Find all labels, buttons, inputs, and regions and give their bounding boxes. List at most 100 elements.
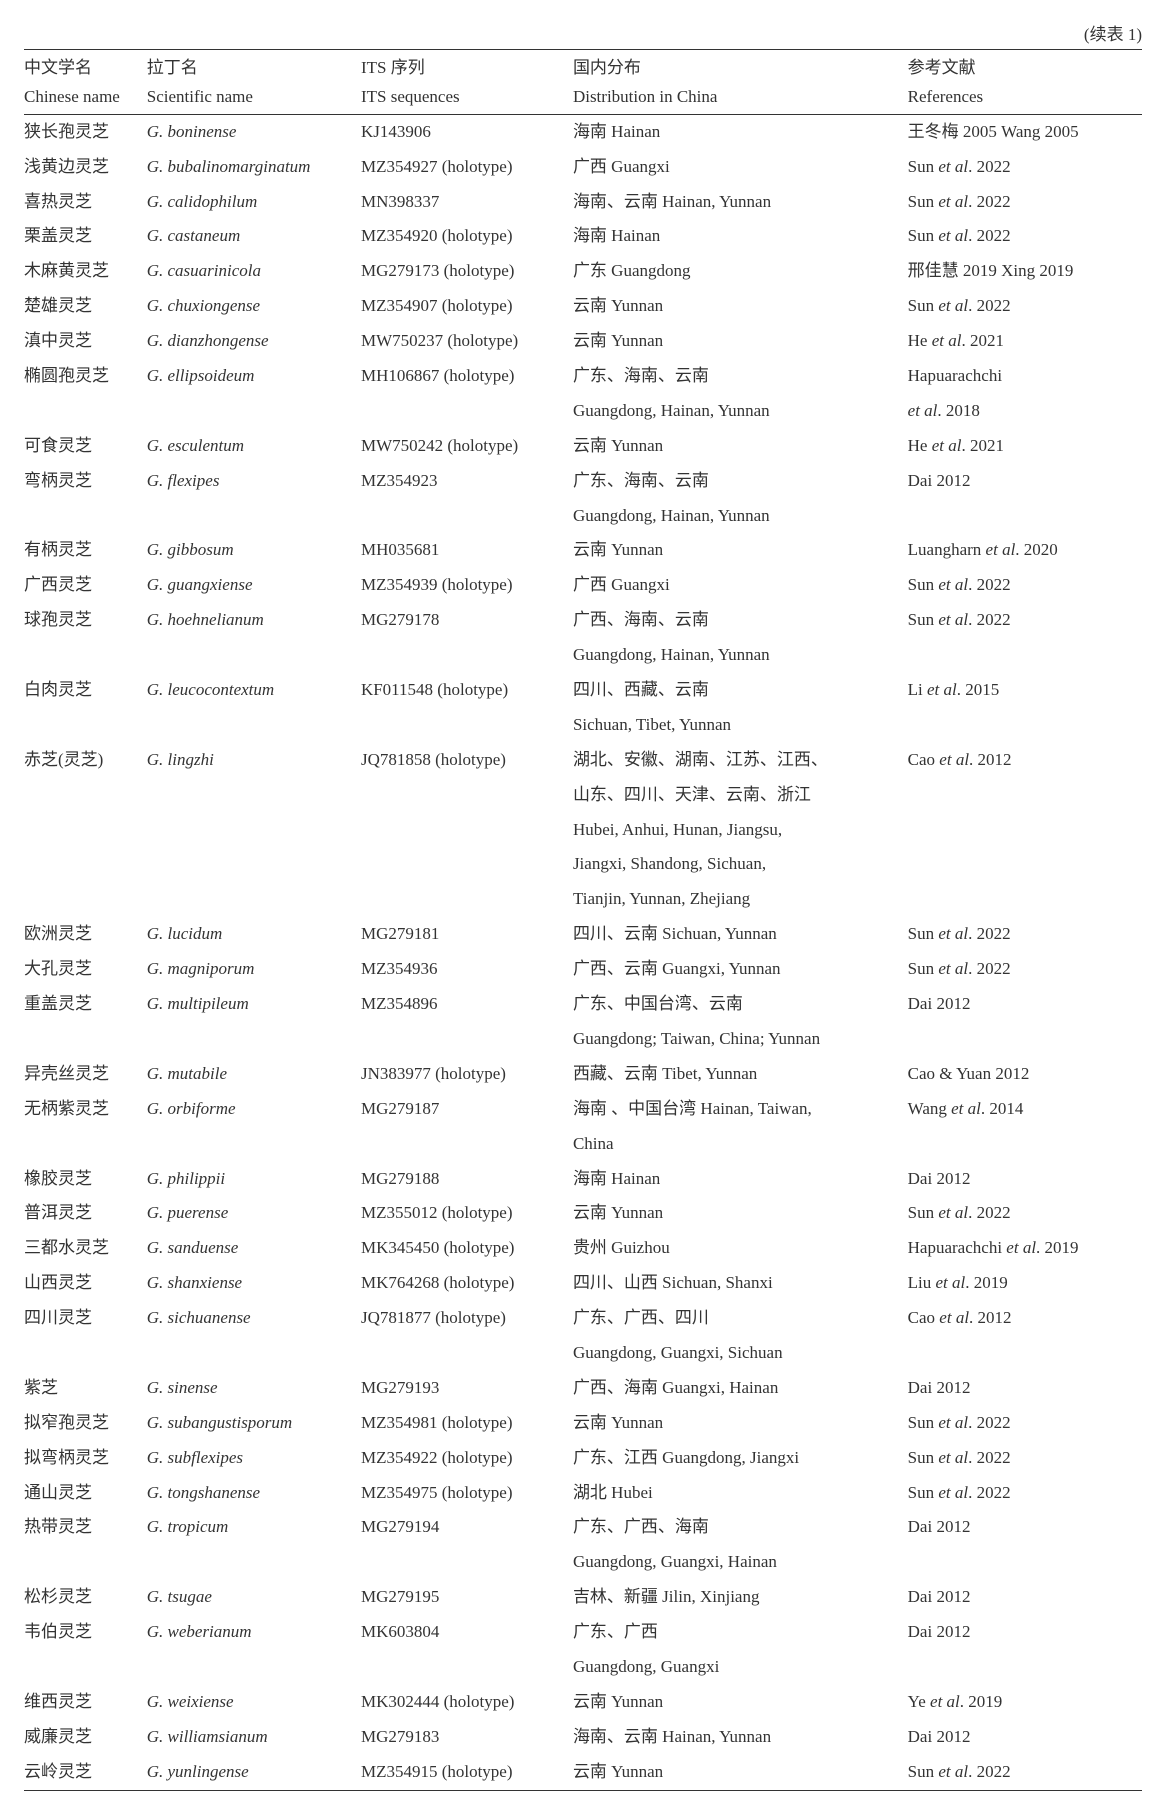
cell-scientific-name: G. mutabile	[147, 1057, 361, 1092]
cell-reference: Dai 2012	[908, 464, 1142, 534]
cell-scientific-name: G. yunlingense	[147, 1755, 361, 1790]
cell-chinese-name: 韦伯灵芝	[24, 1615, 147, 1685]
cell-scientific-name: G. boninense	[147, 114, 361, 149]
cell-its-sequence: MG279194	[361, 1510, 573, 1580]
cell-reference: Ye et al. 2019	[908, 1685, 1142, 1720]
header-its-sequences: ITS 序列ITS sequences	[361, 50, 573, 115]
cell-its-sequence: MG279173 (holotype)	[361, 254, 573, 289]
table-row: 威廉灵芝G. williamsianumMG279183海南、云南 Hainan…	[24, 1720, 1142, 1755]
table-row: 松杉灵芝G. tsugaeMG279195吉林、新疆 Jilin, Xinjia…	[24, 1580, 1142, 1615]
table-row: 通山灵芝G. tongshanenseMZ354975 (holotype)湖北…	[24, 1476, 1142, 1511]
cell-scientific-name: G. calidophilum	[147, 185, 361, 220]
cell-distribution: 海南 Hainan	[573, 1162, 908, 1197]
cell-its-sequence: MK764268 (holotype)	[361, 1266, 573, 1301]
cell-chinese-name: 狭长孢灵芝	[24, 114, 147, 149]
cell-chinese-name: 拟窄孢灵芝	[24, 1406, 147, 1441]
cell-its-sequence: MZ355012 (holotype)	[361, 1196, 573, 1231]
table-row: 可食灵芝G. esculentumMW750242 (holotype)云南 Y…	[24, 429, 1142, 464]
cell-reference: Sun et al. 2022	[908, 1441, 1142, 1476]
cell-its-sequence: MH106867 (holotype)	[361, 359, 573, 429]
table-row: 热带灵芝G. tropicumMG279194广东、广西、海南Dai 2012	[24, 1510, 1142, 1545]
cell-scientific-name: G. chuxiongense	[147, 289, 361, 324]
cell-its-sequence: MN398337	[361, 185, 573, 220]
cell-distribution: 广西 Guangxi	[573, 568, 908, 603]
header-references: 参考文献References	[908, 50, 1142, 115]
cell-reference: Hapuarachchi	[908, 359, 1142, 394]
table-row: 橡胶灵芝G. philippiiMG279188海南 HainanDai 201…	[24, 1162, 1142, 1197]
cell-scientific-name: G. flexipes	[147, 464, 361, 534]
table-row: 四川灵芝G. sichuanenseJQ781877 (holotype)广东、…	[24, 1301, 1142, 1336]
table-row: 欧洲灵芝G. lucidumMG279181四川、云南 Sichuan, Yun…	[24, 917, 1142, 952]
cell-its-sequence: MZ354927 (holotype)	[361, 150, 573, 185]
cell-chinese-name: 异壳丝灵芝	[24, 1057, 147, 1092]
cell-distribution: 海南 Hainan	[573, 219, 908, 254]
cell-distribution: 广东、海南、云南	[573, 359, 908, 394]
table-row: 韦伯灵芝G. weberianumMK603804广东、广西Dai 2012	[24, 1615, 1142, 1650]
table-row: 喜热灵芝G. calidophilumMN398337海南、云南 Hainan,…	[24, 185, 1142, 220]
cell-its-sequence: MG279178	[361, 603, 573, 673]
cell-reference: Cao et al. 2012	[908, 1301, 1142, 1371]
cell-chinese-name: 浅黄边灵芝	[24, 150, 147, 185]
cell-distribution: 广东、广西、四川	[573, 1301, 908, 1336]
table-row: 球孢灵芝G. hoehnelianumMG279178广西、海南、云南Sun e…	[24, 603, 1142, 638]
cell-scientific-name: G. subflexipes	[147, 1441, 361, 1476]
cell-its-sequence: JN383977 (holotype)	[361, 1057, 573, 1092]
cell-distribution: 湖北 Hubei	[573, 1476, 908, 1511]
cell-its-sequence: MG279195	[361, 1580, 573, 1615]
cell-scientific-name: G. philippii	[147, 1162, 361, 1197]
cell-reference: He et al. 2021	[908, 429, 1142, 464]
cell-distribution: Guangdong, Hainan, Yunnan	[573, 638, 908, 673]
cell-scientific-name: G. hoehnelianum	[147, 603, 361, 673]
cell-its-sequence: MG279181	[361, 917, 573, 952]
cell-its-sequence: MZ354907 (holotype)	[361, 289, 573, 324]
table-row: 狭长孢灵芝G. boninenseKJ143906海南 Hainan王冬梅 20…	[24, 114, 1142, 149]
cell-chinese-name: 无柄紫灵芝	[24, 1092, 147, 1162]
cell-reference: Liu et al. 2019	[908, 1266, 1142, 1301]
cell-chinese-name: 有柄灵芝	[24, 533, 147, 568]
cell-scientific-name: G. weberianum	[147, 1615, 361, 1685]
table-row: 楚雄灵芝G. chuxiongenseMZ354907 (holotype)云南…	[24, 289, 1142, 324]
cell-distribution: 海南、云南 Hainan, Yunnan	[573, 1720, 908, 1755]
cell-reference: Sun et al. 2022	[908, 1196, 1142, 1231]
cell-its-sequence: MG279188	[361, 1162, 573, 1197]
cell-reference: Wang et al. 2014	[908, 1092, 1142, 1162]
cell-chinese-name: 赤芝(灵芝)	[24, 743, 147, 917]
cell-distribution: 广东、海南、云南	[573, 464, 908, 499]
cell-scientific-name: G. castaneum	[147, 219, 361, 254]
cell-distribution: 云南 Yunnan	[573, 1196, 908, 1231]
cell-scientific-name: G. tongshanense	[147, 1476, 361, 1511]
cell-chinese-name: 四川灵芝	[24, 1301, 147, 1371]
cell-scientific-name: G. shanxiense	[147, 1266, 361, 1301]
cell-chinese-name: 拟弯柄灵芝	[24, 1441, 147, 1476]
cell-scientific-name: G. gibbosum	[147, 533, 361, 568]
cell-its-sequence: MG279183	[361, 1720, 573, 1755]
table-row: 无柄紫灵芝G. orbiformeMG279187海南 、中国台湾 Hainan…	[24, 1092, 1142, 1127]
cell-distribution: Jiangxi, Shandong, Sichuan,	[573, 847, 908, 882]
table-row: 浅黄边灵芝G. bubalinomarginatumMZ354927 (holo…	[24, 150, 1142, 185]
cell-chinese-name: 重盖灵芝	[24, 987, 147, 1057]
cell-its-sequence: MZ354922 (holotype)	[361, 1441, 573, 1476]
cell-distribution: 四川、云南 Sichuan, Yunnan	[573, 917, 908, 952]
cell-chinese-name: 橡胶灵芝	[24, 1162, 147, 1197]
table-row: 拟窄孢灵芝G. subangustisporumMZ354981 (holoty…	[24, 1406, 1142, 1441]
cell-its-sequence: MZ354936	[361, 952, 573, 987]
cell-distribution: Guangdong, Hainan, Yunnan	[573, 499, 908, 534]
cell-distribution: 海南、云南 Hainan, Yunnan	[573, 185, 908, 220]
cell-chinese-name: 滇中灵芝	[24, 324, 147, 359]
cell-its-sequence: MK302444 (holotype)	[361, 1685, 573, 1720]
cell-chinese-name: 喜热灵芝	[24, 185, 147, 220]
cell-its-sequence: MH035681	[361, 533, 573, 568]
cell-scientific-name: G. esculentum	[147, 429, 361, 464]
cell-distribution: 云南 Yunnan	[573, 1755, 908, 1790]
cell-reference: Sun et al. 2022	[908, 603, 1142, 673]
cell-its-sequence: MG279193	[361, 1371, 573, 1406]
cell-distribution: 广东、广西	[573, 1615, 908, 1650]
cell-distribution: 西藏、云南 Tibet, Yunnan	[573, 1057, 908, 1092]
table-row: 山西灵芝G. shanxienseMK764268 (holotype)四川、山…	[24, 1266, 1142, 1301]
table-row: 云岭灵芝G. yunlingenseMZ354915 (holotype)云南 …	[24, 1755, 1142, 1790]
cell-distribution: 云南 Yunnan	[573, 289, 908, 324]
cell-chinese-name: 普洱灵芝	[24, 1196, 147, 1231]
cell-scientific-name: G. williamsianum	[147, 1720, 361, 1755]
cell-its-sequence: MW750237 (holotype)	[361, 324, 573, 359]
cell-distribution: Hubei, Anhui, Hunan, Jiangsu,	[573, 813, 908, 848]
